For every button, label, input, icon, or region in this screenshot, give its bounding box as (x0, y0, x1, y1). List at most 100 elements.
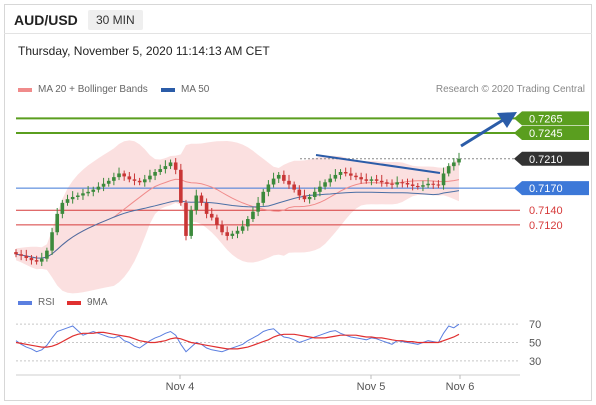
candle-body-39 (215, 217, 219, 225)
level-tag-3 (514, 181, 589, 196)
bollinger-band (16, 140, 459, 294)
candle-body-47 (256, 202, 260, 212)
level-label-5: 0.7120 (529, 220, 563, 232)
ma50-line (15, 190, 460, 259)
x-tick-label-0: Nov 4 (166, 381, 195, 393)
candle-body-32 (179, 169, 183, 203)
candle-body-53 (287, 180, 291, 185)
candle-body-50 (271, 178, 276, 185)
candle-body-59 (318, 186, 322, 192)
timestamp: Thursday, November 5, 2020 11:14:13 AM C… (18, 44, 270, 58)
forecast-arrow-head (497, 112, 517, 128)
candle-body-35 (194, 195, 199, 211)
candle-body-28 (158, 169, 163, 172)
bollinger-swatch (18, 87, 32, 92)
candle-body-46 (251, 211, 255, 220)
candle-body-78 (415, 185, 420, 187)
level-tag-2 (514, 151, 589, 166)
candle-body-63 (338, 172, 343, 175)
candle-body-82 (436, 184, 441, 186)
candle-body-23 (132, 179, 137, 181)
rsi-tick-label-2: 30 (529, 356, 541, 368)
candle-body-65 (349, 173, 353, 176)
rsi-line (15, 323, 460, 353)
candle-body-18 (106, 180, 111, 184)
candle-body-5 (39, 258, 44, 262)
candle-body-10 (65, 199, 70, 203)
candle-body-55 (297, 189, 302, 196)
candle-body-76 (405, 183, 410, 185)
candle-body-14 (86, 191, 90, 194)
candle-body-60 (323, 182, 327, 187)
candle-body-29 (163, 166, 168, 170)
candle-body-51 (276, 174, 281, 179)
rsi-ma-swatch (67, 300, 81, 305)
candle-body-54 (292, 184, 296, 190)
legend-rsi-ma-label: 9MA (87, 297, 108, 308)
symbol-title: AUD/USD (14, 12, 78, 28)
candle-body-36 (199, 195, 204, 203)
candle-body-44 (240, 226, 245, 231)
candle-body-71 (379, 180, 384, 183)
candle-body-7 (50, 232, 54, 251)
rsi-swatch (18, 300, 32, 305)
candle-body-34 (189, 210, 193, 236)
candle-body-8 (55, 213, 60, 233)
legend-rsi: RSI (18, 297, 55, 308)
candle-body-52 (282, 174, 286, 181)
candle-body-3 (29, 257, 34, 261)
candle-body-43 (235, 230, 240, 234)
candle-body-49 (266, 184, 271, 192)
candle-body-15 (91, 189, 96, 192)
ma50-swatch (161, 87, 175, 92)
candle-body-75 (400, 182, 405, 184)
candle-body-58 (312, 191, 317, 197)
candle-body-9 (60, 202, 65, 214)
candle-body-26 (148, 175, 152, 180)
candle-body-72 (385, 182, 389, 184)
candle-body-30 (168, 162, 173, 167)
candle-body-0 (14, 252, 18, 255)
rsi-tick-label-1: 50 (529, 338, 541, 350)
candle-body-20 (117, 173, 121, 178)
candle-body-33 (184, 202, 188, 236)
level-label-0: 0.7265 (529, 113, 563, 125)
x-tick-label-2: Nov 6 (446, 381, 475, 393)
candle-body-73 (390, 183, 394, 185)
legend-ma50: MA 50 (161, 84, 209, 95)
rsi-ma-line (15, 331, 460, 350)
credit-text: Research © 2020 Trading Central (435, 84, 585, 95)
timeframe-badge[interactable]: 30 MIN (88, 10, 143, 30)
candle-body-68 (364, 179, 369, 181)
legend-bollinger-label: MA 20 + Bollinger Bands (38, 84, 148, 95)
level-label-1: 0.7245 (529, 128, 563, 140)
candle-body-80 (426, 183, 430, 186)
candle-body-42 (230, 233, 235, 236)
level-tag-1 (514, 126, 589, 141)
level-label-4: 0.7140 (529, 205, 563, 217)
candle-body-19 (112, 177, 116, 181)
level-tag-0 (514, 111, 589, 126)
candle-body-25 (142, 179, 147, 183)
candle-body-21 (122, 173, 126, 177)
candle-body-11 (70, 196, 75, 200)
candle-body-4 (34, 260, 39, 262)
candle-body-69 (369, 179, 374, 181)
candle-body-24 (137, 180, 142, 183)
candle-body-38 (209, 213, 214, 218)
candle-body-37 (204, 202, 209, 214)
candle-body-31 (173, 162, 178, 170)
legend-bollinger: MA 20 + Bollinger Bands (18, 84, 148, 95)
trendline (315, 154, 441, 174)
candle-body-61 (328, 178, 333, 183)
x-tick-label-1: Nov 5 (357, 381, 386, 393)
candle-body-27 (153, 172, 157, 176)
candle-body-45 (246, 219, 250, 227)
candle-body-83 (441, 173, 446, 186)
candle-body-70 (374, 179, 379, 181)
forecast-arrow-shaft (460, 118, 504, 148)
candle-body-16 (96, 186, 101, 190)
candle-body-22 (127, 176, 132, 180)
candle-body-74 (395, 182, 399, 185)
